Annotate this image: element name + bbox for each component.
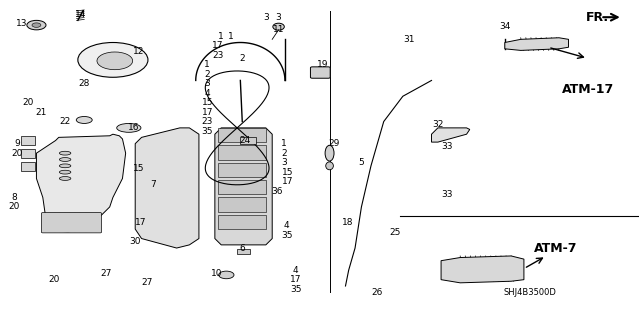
Text: 13: 13 bbox=[16, 19, 28, 28]
Text: 10: 10 bbox=[211, 269, 223, 278]
Bar bbox=[218, 145, 266, 160]
Text: 1: 1 bbox=[228, 32, 234, 41]
Text: 18: 18 bbox=[342, 218, 353, 227]
Bar bbox=[218, 163, 266, 177]
Polygon shape bbox=[505, 38, 568, 50]
Bar bbox=[218, 215, 266, 229]
Text: 22: 22 bbox=[60, 117, 71, 126]
Circle shape bbox=[219, 271, 234, 279]
Polygon shape bbox=[215, 128, 272, 245]
Text: 35: 35 bbox=[290, 285, 301, 294]
Text: 27: 27 bbox=[101, 269, 112, 278]
Text: SHJ4B3500D: SHJ4B3500D bbox=[504, 288, 557, 297]
Text: 25: 25 bbox=[390, 228, 401, 237]
Text: ATM-17: ATM-17 bbox=[561, 84, 614, 96]
Text: 8: 8 bbox=[12, 193, 17, 202]
Text: 17: 17 bbox=[282, 177, 294, 186]
Text: 1: 1 bbox=[281, 139, 287, 148]
Ellipse shape bbox=[60, 177, 71, 180]
Text: 17: 17 bbox=[202, 108, 213, 116]
Text: 4: 4 bbox=[293, 266, 299, 275]
Text: 15: 15 bbox=[282, 168, 294, 177]
Ellipse shape bbox=[116, 123, 141, 132]
Circle shape bbox=[97, 52, 132, 70]
Text: 31: 31 bbox=[403, 35, 415, 44]
Text: 16: 16 bbox=[128, 123, 140, 132]
Bar bbox=[237, 249, 250, 254]
Text: 36: 36 bbox=[271, 187, 282, 196]
Text: FR.: FR. bbox=[586, 11, 609, 24]
Text: 28: 28 bbox=[79, 79, 90, 88]
Text: 5: 5 bbox=[358, 158, 364, 167]
Ellipse shape bbox=[325, 145, 334, 161]
Text: 20: 20 bbox=[8, 203, 20, 211]
Polygon shape bbox=[135, 128, 199, 248]
Text: 2: 2 bbox=[204, 70, 210, 78]
Ellipse shape bbox=[76, 116, 92, 123]
Text: 3: 3 bbox=[281, 158, 287, 167]
FancyBboxPatch shape bbox=[310, 67, 330, 78]
Text: 27: 27 bbox=[141, 278, 152, 287]
Text: 1: 1 bbox=[204, 60, 210, 69]
Text: 4: 4 bbox=[204, 89, 210, 98]
FancyBboxPatch shape bbox=[42, 213, 101, 233]
Bar bbox=[20, 149, 35, 158]
Text: 14: 14 bbox=[76, 10, 87, 19]
Circle shape bbox=[32, 23, 41, 27]
Text: 34: 34 bbox=[499, 22, 511, 31]
Text: 30: 30 bbox=[129, 237, 141, 246]
Text: 11: 11 bbox=[273, 25, 284, 34]
Polygon shape bbox=[36, 134, 125, 232]
Text: 3: 3 bbox=[204, 79, 210, 88]
Text: 17: 17 bbox=[134, 218, 146, 227]
Text: ATM-7: ATM-7 bbox=[534, 241, 577, 255]
Text: 17: 17 bbox=[212, 41, 224, 50]
Bar bbox=[20, 137, 35, 145]
Text: 33: 33 bbox=[442, 190, 453, 199]
Text: 3: 3 bbox=[263, 13, 269, 22]
Ellipse shape bbox=[60, 158, 71, 161]
Text: 23: 23 bbox=[202, 117, 213, 126]
Text: 17: 17 bbox=[290, 275, 301, 284]
Ellipse shape bbox=[60, 151, 71, 155]
Text: 32: 32 bbox=[432, 120, 444, 129]
Bar bbox=[241, 137, 256, 144]
Polygon shape bbox=[431, 128, 470, 142]
Text: 9: 9 bbox=[15, 139, 20, 148]
Text: 2: 2 bbox=[239, 54, 245, 63]
Text: 26: 26 bbox=[372, 288, 383, 297]
Text: 15: 15 bbox=[202, 98, 213, 107]
Text: 35: 35 bbox=[202, 127, 213, 136]
Text: 35: 35 bbox=[281, 231, 292, 240]
Ellipse shape bbox=[60, 170, 71, 174]
Text: 24: 24 bbox=[239, 136, 250, 145]
Circle shape bbox=[27, 20, 46, 30]
Ellipse shape bbox=[60, 164, 71, 168]
Text: 12: 12 bbox=[132, 48, 144, 56]
Text: 7: 7 bbox=[150, 180, 156, 189]
Text: 1: 1 bbox=[218, 32, 224, 41]
Ellipse shape bbox=[273, 23, 284, 30]
Text: 20: 20 bbox=[22, 98, 34, 107]
Text: 33: 33 bbox=[442, 142, 453, 151]
Text: 29: 29 bbox=[328, 139, 340, 148]
Text: 20: 20 bbox=[48, 275, 60, 284]
Bar bbox=[218, 180, 266, 194]
Bar bbox=[20, 162, 35, 171]
Text: 2: 2 bbox=[281, 149, 287, 158]
Text: 4: 4 bbox=[284, 221, 290, 230]
Ellipse shape bbox=[326, 162, 333, 170]
Bar bbox=[218, 128, 266, 142]
Text: 3: 3 bbox=[276, 13, 282, 22]
Text: 20: 20 bbox=[12, 149, 23, 158]
Text: 21: 21 bbox=[36, 108, 47, 116]
Text: 6: 6 bbox=[239, 243, 245, 253]
Polygon shape bbox=[441, 256, 524, 283]
Text: 15: 15 bbox=[132, 165, 144, 174]
Text: 23: 23 bbox=[212, 51, 224, 60]
Bar bbox=[218, 197, 266, 212]
Text: 19: 19 bbox=[317, 60, 329, 69]
Circle shape bbox=[78, 42, 148, 77]
